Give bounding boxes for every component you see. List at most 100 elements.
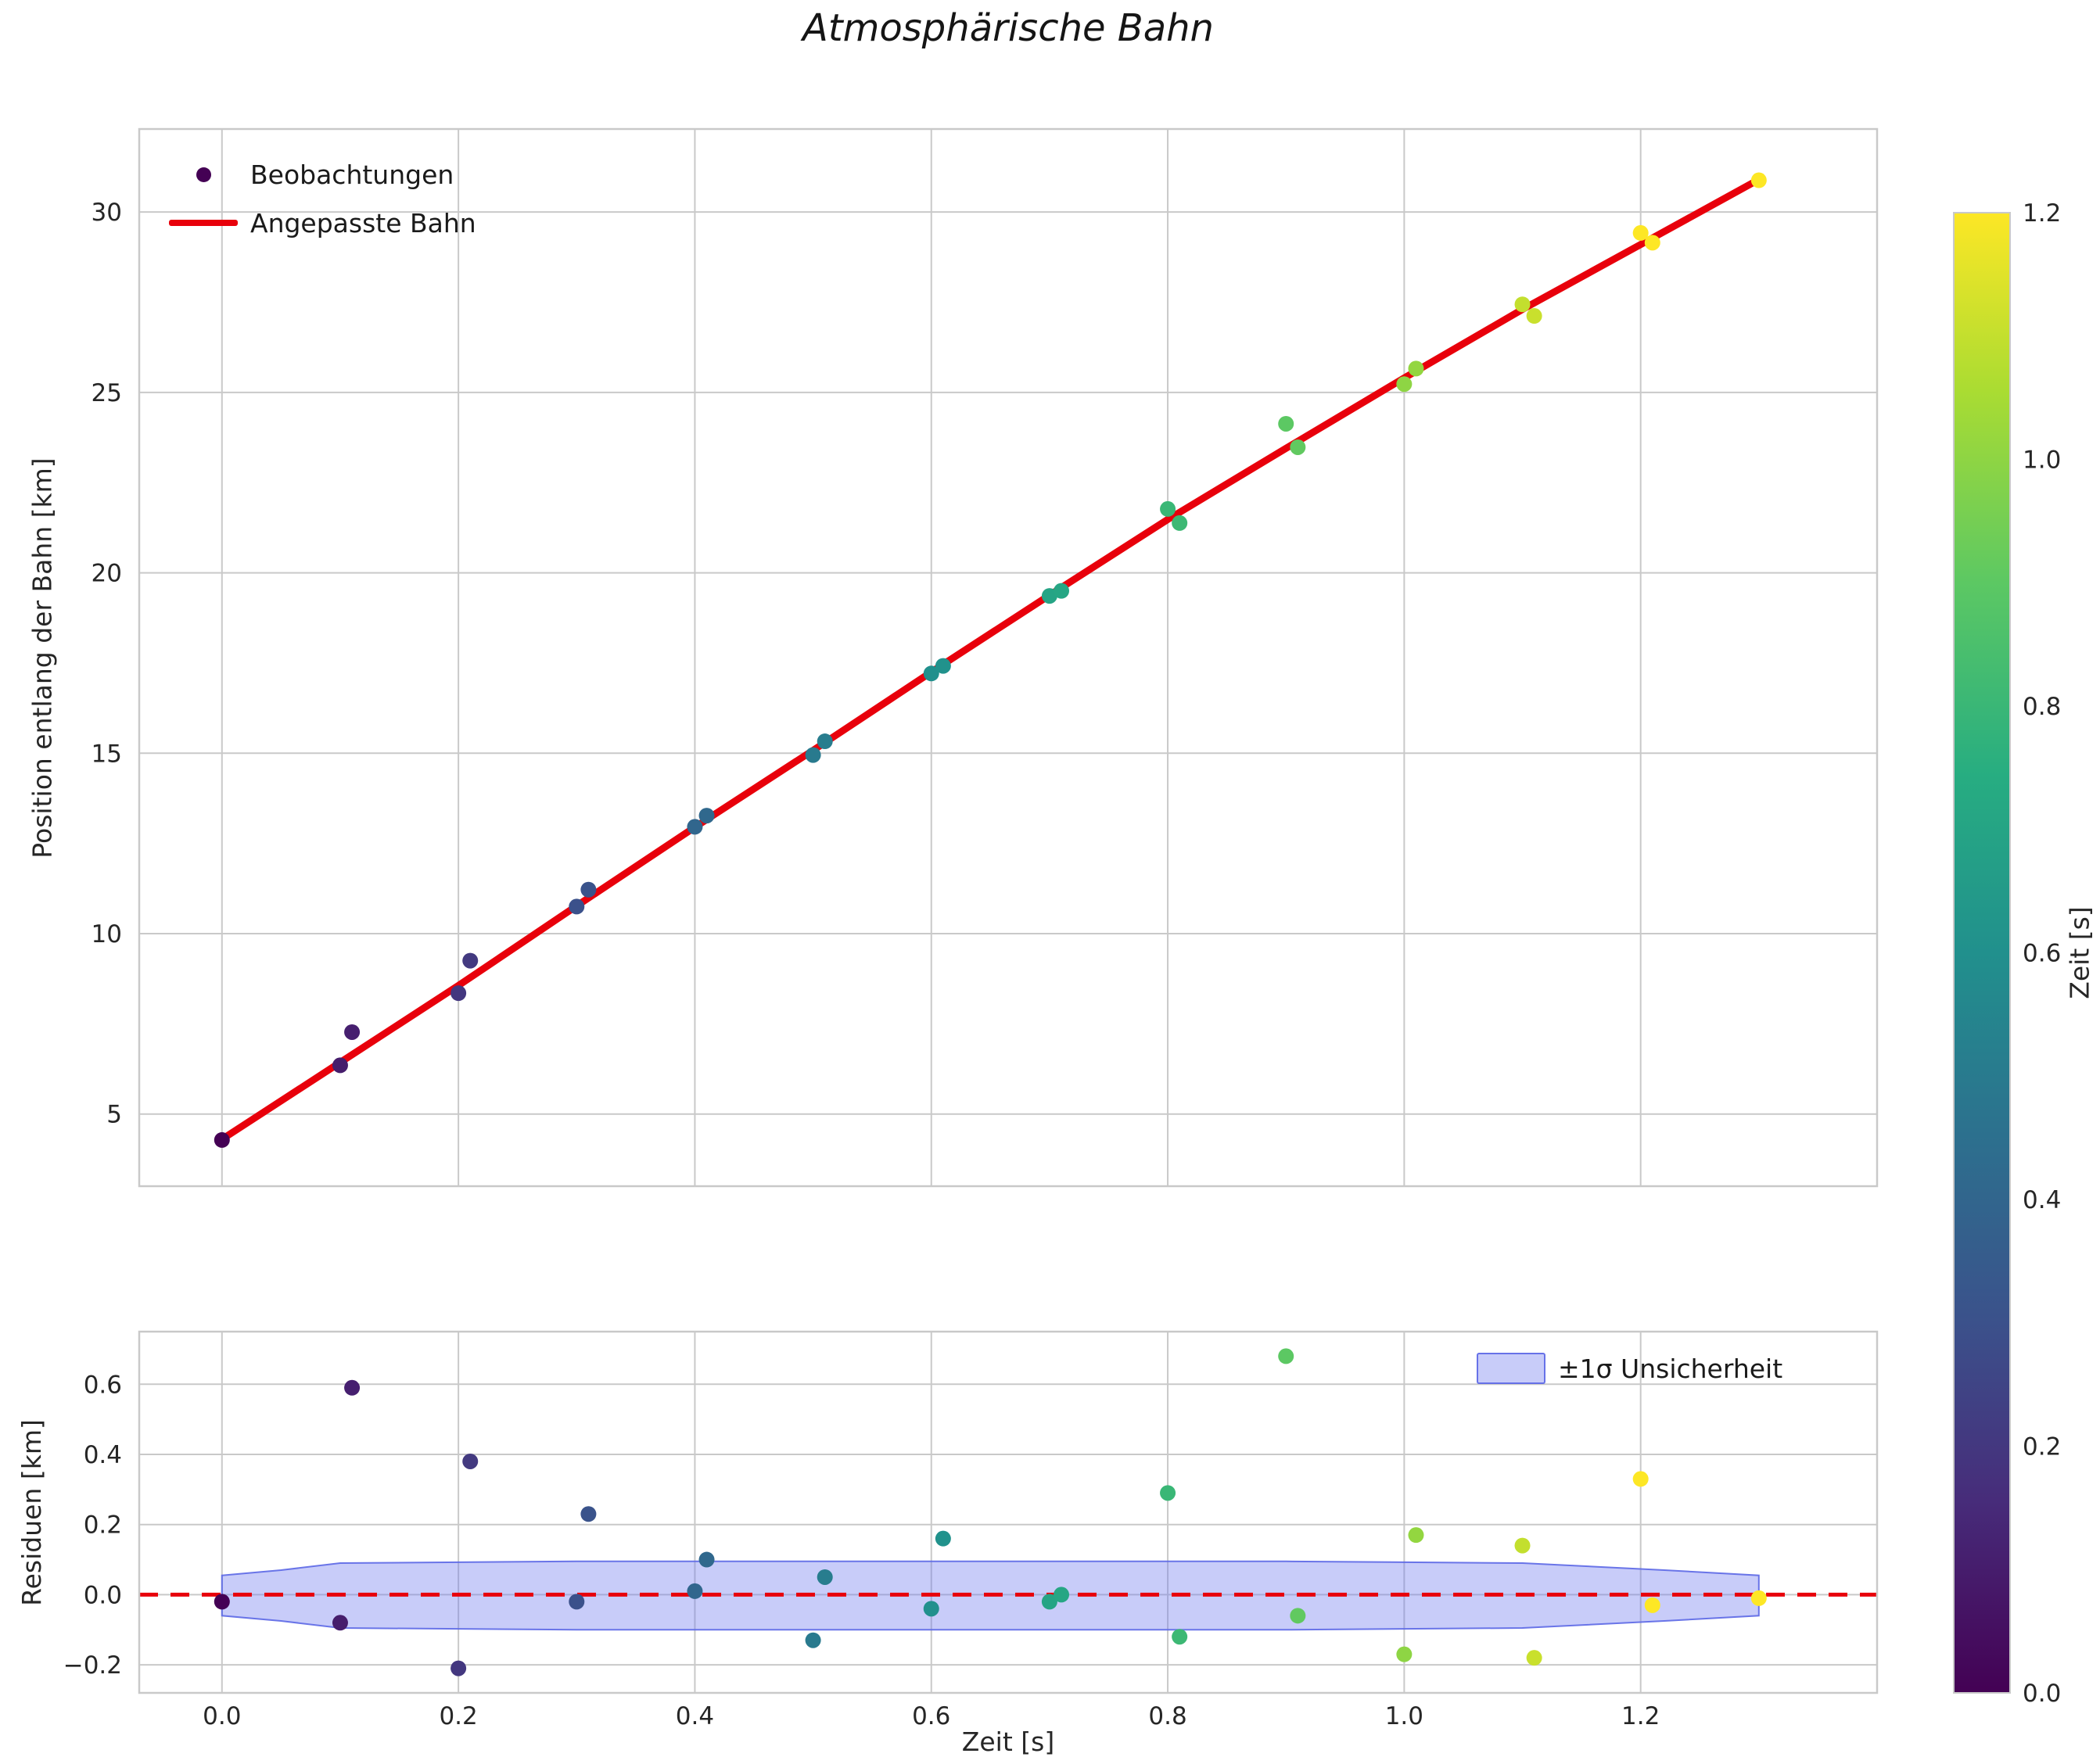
main-y-tick-label: 30 [92,199,122,227]
colorbar-gradient [1953,212,2011,1694]
observation-point [1526,308,1542,325]
observation-point [1278,415,1294,432]
x-tick-label: 1.0 [1385,1702,1423,1730]
residual-point [1632,1471,1649,1487]
residual-point [1526,1650,1542,1666]
legend-label-uncertainty: ±1σ Unsicherheit [1558,1353,1783,1384]
residual-axes-frame [138,1330,1879,1694]
legend-marker-area [166,167,241,182]
observation-point [462,952,479,969]
residual-y-tick-label: 0.4 [84,1441,122,1469]
uncertainty-band-icon [1477,1353,1545,1384]
x-tick-label: 0.4 [676,1702,714,1730]
main-y-tick-label: 25 [92,379,122,407]
residual-point [1278,1348,1294,1364]
observation-point [687,819,703,835]
residual-point [214,1594,230,1610]
observation-point [344,1024,361,1040]
residual-point [1054,1587,1070,1603]
residual-y-axis-label-wrap: Residuen [km] [9,1332,53,1693]
residual-y-tick-label: 0.0 [84,1581,122,1609]
colorbar-tick-label: 0.2 [2023,1433,2061,1461]
observation-point [923,665,939,682]
residual-point [1644,1597,1660,1613]
residual-point [698,1551,715,1568]
residual-point [344,1379,361,1396]
observation-point [1644,235,1660,251]
legend-entry-observations: Beobachtungen [166,150,476,199]
residual-point [451,1660,467,1676]
residual-point [1514,1537,1531,1554]
colorbar-tick-label: 0.8 [2023,693,2061,721]
residual-y-tick-labels: −0.2 0.0 0.2 0.4 0.6 [63,1371,122,1680]
main-y-tick-label: 15 [92,740,122,768]
main-grid [139,129,1877,1186]
residual-y-tick-label: 0.2 [84,1511,122,1540]
residual-point [805,1632,821,1648]
observation-point [805,747,821,763]
legend-entry-fit: Angepasste Bahn [166,199,476,247]
observation-point [569,898,585,915]
residual-plot: −0.2 0.0 0.2 0.4 0.6 0.0 0.2 0.4 0.6 0.8 1.0 1.2 [63,1330,1879,1730]
residual-point [935,1530,951,1547]
observation-point [1396,376,1413,393]
fit-line [218,176,1763,1143]
colorbar-label: Zeit [s] [2064,906,2095,999]
chart-title: Atmosphärische Bahn [802,6,1214,50]
residual-point [687,1583,703,1599]
observation-point [1054,583,1070,599]
observation-points [214,172,1767,1148]
x-tick-label: 0.2 [439,1702,477,1730]
x-tick-label: 0.0 [203,1702,241,1730]
residual-point [462,1453,479,1469]
observation-point [935,658,951,674]
main-y-tick-labels: 5 10 15 20 25 30 [92,199,122,1129]
legend-line-area [166,220,241,226]
fit-line-icon [169,220,238,226]
main-y-axis-label-wrap: Position entlang der Bahn [km] [20,129,64,1186]
observation-point [817,733,833,750]
colorbar: 0.0 0.2 0.4 0.6 0.8 1.0 1.2 [1953,199,2061,1708]
x-axis-label: Zeit [s] [961,1727,1055,1757]
colorbar-tick-labels: 0.0 0.2 0.4 0.6 0.8 1.0 1.2 [2023,199,2061,1708]
legend-entry-uncertainty: ±1σ Unsicherheit [1477,1350,1782,1387]
residual-point [1396,1646,1413,1662]
x-tick-label: 0.6 [912,1702,950,1730]
residual-point [569,1594,585,1610]
main-y-tick-label: 20 [92,560,122,588]
residual-point [332,1615,348,1631]
observation-point [1408,360,1424,377]
observation-point [1172,515,1188,531]
main-legend: Beobachtungen Angepasste Bahn [166,150,476,247]
residual-point [1041,1594,1057,1610]
observation-point [1514,296,1531,313]
main-plot: 5 10 15 20 25 30 [92,127,1879,1188]
colorbar-label-wrap: Zeit [s] [2062,213,2098,1693]
colorbar-tick-label: 0.0 [2023,1680,2061,1708]
residual-legend: ±1σ Unsicherheit [1477,1350,1782,1387]
legend-label-observations: Beobachtungen [250,159,454,190]
colorbar-tick-label: 1.2 [2023,199,2061,228]
residual-point [817,1569,833,1585]
main-y-axis-label: Position entlang der Bahn [km] [27,457,58,859]
observation-point [1290,439,1306,455]
observation-point [1750,172,1767,188]
colorbar-tick-label: 0.4 [2023,1186,2061,1214]
residual-point [1160,1485,1176,1501]
x-tick-label: 1.2 [1621,1702,1660,1730]
observation-point [1160,500,1176,517]
observation-point [214,1131,230,1148]
observation-point [580,881,597,898]
residual-point [1408,1527,1424,1544]
main-axes-frame [138,127,1879,1188]
residual-point [923,1601,939,1617]
observation-point [332,1057,348,1074]
residual-point [580,1506,597,1522]
observation-point [1632,224,1649,241]
legend-label-fit: Angepasste Bahn [250,207,476,238]
residual-point [1290,1608,1306,1624]
residual-point [1172,1629,1188,1645]
x-tick-labels: 0.0 0.2 0.4 0.6 0.8 1.0 1.2 [203,1702,1660,1730]
colorbar-tick-label: 0.6 [2023,940,2061,968]
